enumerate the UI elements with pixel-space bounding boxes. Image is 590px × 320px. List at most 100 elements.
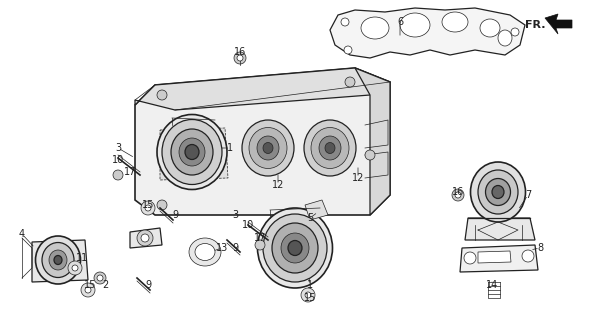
Circle shape [94, 272, 106, 284]
Ellipse shape [49, 250, 67, 270]
Polygon shape [135, 68, 390, 110]
Ellipse shape [492, 186, 504, 198]
Polygon shape [130, 228, 162, 248]
Circle shape [68, 261, 82, 275]
Text: 12: 12 [352, 173, 364, 183]
Ellipse shape [195, 244, 215, 260]
Ellipse shape [189, 238, 221, 266]
Circle shape [157, 90, 167, 100]
Ellipse shape [242, 120, 294, 176]
Circle shape [81, 283, 95, 297]
Ellipse shape [35, 236, 80, 284]
Ellipse shape [263, 142, 273, 154]
Polygon shape [135, 68, 390, 215]
Ellipse shape [470, 162, 526, 222]
Text: 15: 15 [84, 280, 96, 290]
Text: 12: 12 [272, 180, 284, 190]
Text: 16: 16 [452, 187, 464, 197]
Text: 13: 13 [216, 243, 228, 253]
Circle shape [157, 200, 167, 210]
Ellipse shape [311, 127, 349, 169]
Circle shape [141, 234, 149, 242]
Circle shape [455, 192, 461, 198]
Circle shape [113, 170, 123, 180]
Circle shape [341, 18, 349, 26]
Ellipse shape [486, 179, 510, 205]
Circle shape [365, 150, 375, 160]
Text: 9: 9 [232, 243, 238, 253]
Ellipse shape [319, 136, 341, 160]
Ellipse shape [190, 142, 200, 154]
Polygon shape [32, 240, 88, 282]
Circle shape [522, 250, 534, 262]
Text: 16: 16 [234, 47, 246, 57]
Ellipse shape [442, 12, 468, 32]
Text: 15: 15 [142, 200, 154, 210]
Text: 3: 3 [115, 143, 121, 153]
Text: 5: 5 [307, 213, 313, 223]
Ellipse shape [184, 136, 206, 160]
Text: 11: 11 [76, 253, 88, 263]
Circle shape [345, 77, 355, 87]
Circle shape [97, 275, 103, 281]
Ellipse shape [498, 30, 512, 46]
Circle shape [145, 205, 151, 211]
Circle shape [452, 189, 464, 201]
Ellipse shape [272, 223, 318, 273]
Polygon shape [160, 128, 228, 180]
Ellipse shape [281, 233, 309, 263]
Text: 14: 14 [486, 280, 498, 290]
Ellipse shape [361, 17, 389, 39]
Polygon shape [355, 68, 390, 215]
Ellipse shape [263, 214, 327, 282]
Circle shape [234, 52, 246, 64]
Circle shape [511, 28, 519, 36]
Text: FR.: FR. [525, 20, 545, 30]
Circle shape [85, 287, 91, 293]
Ellipse shape [162, 119, 222, 185]
Text: 3: 3 [232, 210, 238, 220]
Ellipse shape [42, 243, 74, 277]
Text: 4: 4 [19, 229, 25, 239]
Ellipse shape [169, 120, 221, 176]
Circle shape [301, 288, 315, 302]
Text: 9: 9 [145, 280, 151, 290]
Text: 6: 6 [397, 17, 403, 27]
Circle shape [305, 292, 311, 298]
Text: 1: 1 [227, 143, 233, 153]
Polygon shape [545, 14, 572, 34]
Ellipse shape [257, 136, 279, 160]
Circle shape [72, 265, 78, 271]
Ellipse shape [400, 13, 430, 37]
Polygon shape [460, 245, 538, 272]
Text: 10: 10 [112, 155, 124, 165]
Text: 15: 15 [304, 293, 316, 303]
Ellipse shape [257, 208, 333, 288]
Text: 17: 17 [254, 233, 266, 243]
Text: 10: 10 [242, 220, 254, 230]
Ellipse shape [480, 19, 500, 37]
Ellipse shape [54, 255, 62, 265]
Text: 2: 2 [102, 280, 108, 290]
Ellipse shape [304, 120, 356, 176]
Ellipse shape [179, 138, 205, 166]
Circle shape [344, 46, 352, 54]
Ellipse shape [325, 142, 335, 154]
Ellipse shape [288, 241, 302, 255]
Text: 17: 17 [124, 167, 136, 177]
Ellipse shape [478, 170, 518, 214]
Polygon shape [330, 8, 525, 58]
Circle shape [255, 240, 265, 250]
Circle shape [141, 201, 155, 215]
Circle shape [464, 252, 476, 264]
Text: 9: 9 [172, 210, 178, 220]
Polygon shape [478, 251, 511, 263]
Text: 8: 8 [537, 243, 543, 253]
Ellipse shape [171, 129, 213, 175]
Ellipse shape [157, 115, 227, 189]
Polygon shape [465, 218, 535, 240]
Text: 7: 7 [525, 190, 531, 200]
Text: 1: 1 [307, 280, 313, 290]
Ellipse shape [249, 127, 287, 169]
Ellipse shape [176, 127, 214, 169]
